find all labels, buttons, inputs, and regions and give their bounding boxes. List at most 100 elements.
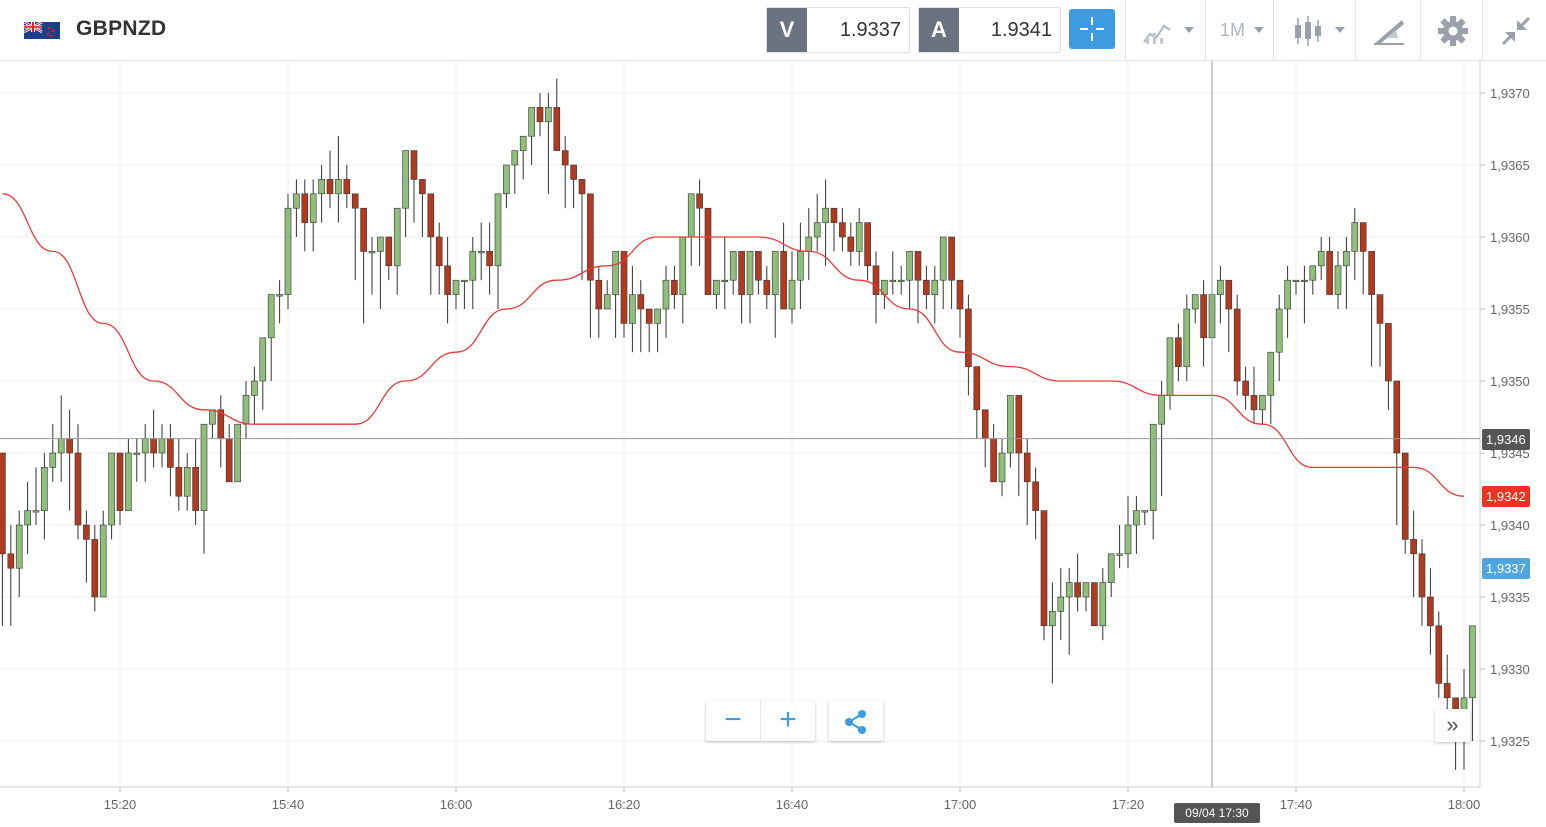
- candle-body: [620, 251, 628, 324]
- candle: [1065, 568, 1073, 655]
- candle-body: [1133, 510, 1140, 526]
- candle-body: [351, 193, 359, 209]
- candle-body: [393, 207, 401, 267]
- candle-body: [612, 251, 619, 295]
- candle: [763, 265, 771, 309]
- candle-body: [242, 395, 250, 425]
- candle-body: [981, 409, 989, 439]
- sell-price-button[interactable]: V 1.9337: [766, 7, 910, 53]
- candle: [1191, 294, 1199, 324]
- candle: [486, 222, 493, 295]
- candle: [410, 150, 418, 223]
- candle-body: [477, 251, 485, 254]
- candle-body: [822, 207, 829, 223]
- candle: [1427, 568, 1434, 655]
- candle: [402, 150, 409, 237]
- candle: [1166, 337, 1174, 410]
- candle: [24, 481, 31, 554]
- crosshair-price-label: 1,9346: [1482, 428, 1530, 450]
- candle: [1359, 222, 1367, 295]
- zoom-in-button[interactable]: +: [779, 703, 797, 736]
- candle: [536, 93, 544, 137]
- candle-body: [578, 179, 586, 195]
- candle: [629, 265, 636, 353]
- candle: [99, 510, 107, 598]
- candle-body: [998, 452, 1006, 483]
- price-tick-label: 1,9365: [1490, 158, 1530, 173]
- candle: [729, 251, 737, 295]
- buy-label: A: [919, 8, 959, 52]
- price-tick-label: 1,9360: [1490, 230, 1530, 245]
- candle-body: [746, 251, 754, 295]
- drawing-tools-icon: [1374, 20, 1404, 45]
- candle-body: [889, 279, 897, 282]
- candle-body: [553, 107, 561, 151]
- drawing-tools-button[interactable]: [1355, 0, 1421, 60]
- candle-body: [326, 179, 334, 195]
- candle-body: [116, 452, 124, 511]
- candle-body: [780, 251, 787, 310]
- candle-body: [486, 251, 493, 267]
- gear-icon: [1438, 16, 1468, 46]
- candle-body: [1351, 222, 1359, 252]
- candle-body: [435, 236, 443, 267]
- candle-body: [125, 452, 132, 511]
- candle: [1200, 280, 1207, 367]
- candle-body: [679, 236, 687, 295]
- candle: [276, 280, 283, 324]
- candle-body: [721, 279, 729, 282]
- candle: [1401, 452, 1409, 554]
- candle: [66, 409, 73, 511]
- candle: [377, 236, 384, 309]
- chevron-down-icon: [1184, 27, 1194, 33]
- price-chart[interactable]: 1,93701,93651,93601,93551,93501,93451,93…: [0, 61, 1546, 827]
- candle: [1410, 510, 1417, 597]
- collapse-button[interactable]: [1482, 0, 1546, 60]
- candle-body: [797, 251, 804, 281]
- settings-button[interactable]: [1420, 0, 1483, 60]
- candle-body: [1107, 553, 1115, 583]
- candle-body: [763, 279, 771, 295]
- candle: [519, 135, 527, 180]
- timeframe-selector[interactable]: 1M: [1205, 0, 1274, 60]
- indicators-icon: [1143, 24, 1171, 44]
- candle-body: [360, 207, 367, 252]
- candle: [788, 251, 796, 324]
- candle-body: [662, 279, 670, 310]
- chart-grid: [0, 61, 1485, 792]
- candle: [1284, 265, 1291, 338]
- candle-body: [1166, 337, 1174, 396]
- chart-type-button[interactable]: [1273, 0, 1356, 60]
- buy-price-button[interactable]: A 1.9341: [918, 7, 1061, 53]
- candle: [813, 193, 821, 252]
- candle-body: [629, 294, 636, 324]
- candle-body: [318, 179, 325, 195]
- candle: [1334, 251, 1342, 309]
- crosshair-button[interactable]: [1069, 9, 1115, 49]
- candle-body: [133, 452, 141, 455]
- uk-nz-flag-icon: [24, 22, 60, 39]
- candle-body: [1326, 251, 1333, 295]
- indicators-button[interactable]: [1125, 0, 1206, 60]
- candle: [1124, 496, 1132, 569]
- candle-body: [293, 193, 300, 209]
- share-button[interactable]: [829, 701, 883, 741]
- candle-body: [343, 179, 351, 195]
- candle: [1175, 323, 1182, 381]
- candle-body: [813, 222, 821, 238]
- candle-body: [57, 438, 65, 454]
- candle-body: [200, 423, 208, 511]
- candle: [1023, 438, 1031, 525]
- zoom-out-button[interactable]: −: [706, 701, 761, 741]
- candle-body: [1082, 582, 1090, 598]
- candle: [1007, 395, 1014, 468]
- sell-price-value: 1.9337: [839, 19, 901, 41]
- scroll-to-latest-button[interactable]: »: [1435, 709, 1470, 742]
- candle-body: [1091, 582, 1098, 627]
- last-price-label: 1,9342: [1482, 486, 1530, 508]
- candle-body: [1309, 265, 1317, 281]
- candle: [318, 165, 325, 223]
- candle-body: [377, 236, 384, 252]
- candle-body: [209, 409, 216, 425]
- candle: [1225, 279, 1233, 353]
